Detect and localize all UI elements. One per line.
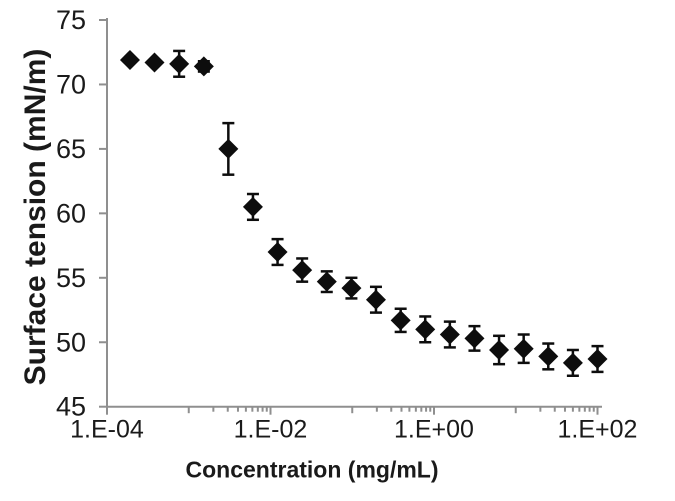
x-axis-title: Concentration (mg/mL): [185, 456, 439, 483]
x-tick-label: 1.E+02: [558, 416, 638, 444]
data-point-marker: [144, 52, 165, 73]
data-point-marker: [267, 242, 288, 263]
data-point-marker: [119, 49, 140, 70]
data-point-marker: [242, 196, 263, 217]
data-point-marker: [513, 338, 534, 359]
x-tick-label: 1.E-02: [234, 416, 308, 444]
data-point-marker: [316, 271, 337, 292]
x-tick-label: 1.E+00: [394, 416, 474, 444]
data-point-marker: [587, 349, 608, 370]
data-point-marker: [538, 346, 559, 367]
data-point-marker: [193, 56, 214, 77]
y-tick-label: 70: [56, 69, 86, 99]
y-tick-label: 75: [56, 5, 86, 35]
data-point-marker: [341, 278, 362, 299]
data-point-marker: [439, 324, 460, 345]
y-axis-title: Surface tension (mN/m): [19, 48, 52, 386]
data-point-marker: [415, 319, 436, 340]
data-point-marker: [489, 339, 510, 360]
data-point-marker: [365, 289, 386, 310]
y-tick-label: 65: [56, 134, 86, 164]
y-tick-label: 55: [56, 263, 86, 293]
data-point-marker: [562, 352, 583, 373]
data-point-marker: [464, 328, 485, 349]
data-point-marker: [390, 310, 411, 331]
y-tick-label: 50: [56, 327, 86, 357]
y-tick-label: 60: [56, 198, 86, 228]
data-point-marker: [218, 138, 239, 159]
data-point-marker: [169, 53, 190, 74]
data-point-marker: [292, 260, 313, 281]
x-tick-label: 1.E-04: [70, 416, 144, 444]
y-tick-label: 45: [56, 392, 86, 422]
